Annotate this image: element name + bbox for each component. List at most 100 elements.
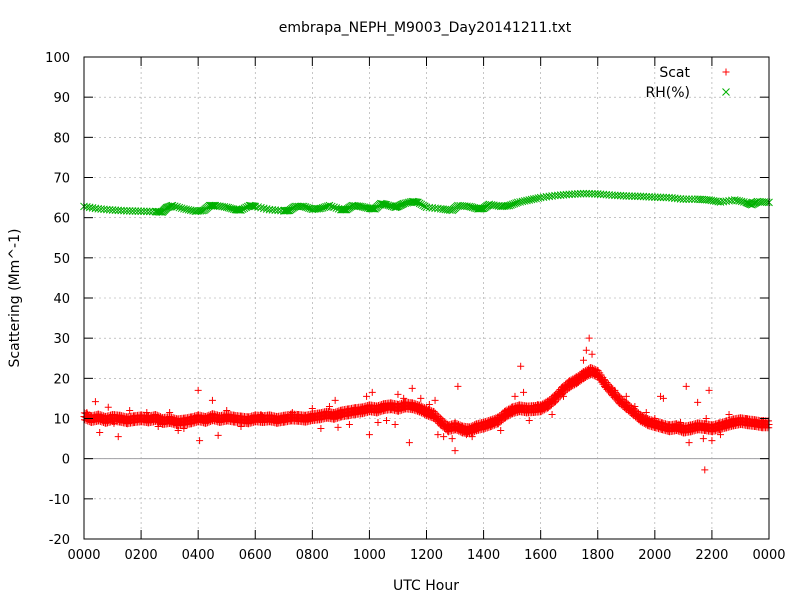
rh-point (330, 203, 338, 212)
x-tick-labels: 0000 0200 0400 0600 0800 1000 1200 1400 1600 1800… (67, 548, 785, 563)
scat-point (702, 415, 710, 422)
rh-point (650, 193, 659, 202)
rh-point (282, 206, 290, 215)
scat-point (631, 402, 639, 410)
rh-point (659, 193, 668, 202)
rh-point (114, 206, 123, 215)
rh-point (134, 207, 143, 216)
x-tick-label: 1200 (410, 548, 443, 563)
rh-point (175, 203, 184, 212)
rh-point (128, 207, 137, 215)
scat-point (368, 388, 376, 396)
rh-point (325, 201, 334, 210)
rh-point (588, 189, 596, 198)
rh-point (532, 194, 540, 203)
scat-point (91, 398, 99, 406)
scat-point (196, 437, 204, 445)
rh-point (235, 206, 244, 214)
scat-point (699, 435, 707, 443)
rh-point (516, 198, 524, 206)
scat-point (440, 433, 448, 441)
y-axis-label: Scattering (Mm^-1) (7, 229, 23, 368)
rh-point (616, 191, 625, 200)
scat-point (694, 398, 702, 406)
rh-point (571, 190, 579, 198)
rh-point (585, 189, 594, 198)
y-tick-label: 100 (45, 51, 70, 66)
scat-point (257, 410, 265, 418)
y-tick-labels: -20 -10 0 10 20 30 40 50 60 70 80 90 100 (45, 51, 70, 548)
legend-label-rh: RH(%) (646, 85, 690, 101)
scat-point (705, 386, 713, 394)
scat-point (525, 417, 533, 425)
scat-point (391, 421, 399, 429)
y-tick-label: 90 (53, 91, 70, 106)
x-axis-label: UTC Hour (393, 578, 459, 594)
rh-point (111, 206, 120, 215)
x-tick-label: 1800 (581, 548, 614, 563)
scat-point (383, 417, 391, 425)
scat-point (110, 419, 118, 427)
x-tick-label: 0200 (125, 548, 158, 563)
scat-point (582, 346, 590, 354)
scat-point (708, 437, 716, 445)
rh-point (576, 189, 585, 198)
scat-point (174, 427, 182, 435)
scat-point (194, 386, 202, 394)
rh-point (676, 195, 685, 203)
scat-point (274, 417, 282, 425)
scat-point (334, 423, 342, 431)
rh-point (173, 203, 181, 211)
x-tick-label: 2200 (695, 548, 728, 563)
scat-point (579, 356, 587, 364)
rh-point (648, 193, 656, 201)
rh-point (636, 192, 645, 201)
x-tick-label: 1600 (524, 548, 557, 563)
rh-point (679, 195, 688, 204)
y-tick-label: 60 (53, 212, 70, 227)
x-tick-label: 2000 (638, 548, 671, 563)
y-tick-label: -20 (49, 533, 70, 548)
scat-point (154, 423, 162, 431)
legend-marker-scat-glyph (722, 68, 730, 76)
axis-ticks (83, 56, 770, 540)
rh-point (527, 195, 536, 204)
scat-point (448, 435, 456, 443)
x-tick-label: 0600 (239, 548, 272, 563)
scat-point (451, 447, 459, 455)
scat-point (374, 419, 382, 427)
scat-point (331, 396, 339, 404)
rh-point (619, 191, 628, 200)
rh-point (177, 204, 186, 213)
rh-point (653, 193, 662, 202)
legend-label-scat: Scat (659, 65, 690, 81)
scat-point (408, 384, 416, 392)
x-tick-label: 0800 (296, 548, 329, 563)
rh-point (639, 192, 648, 201)
scat-point (517, 362, 525, 370)
rh-point (625, 192, 633, 200)
rh-point (142, 207, 151, 216)
rh-point (410, 198, 419, 206)
rh-point (122, 206, 131, 215)
rh-point (529, 195, 538, 203)
scat-point (288, 408, 296, 416)
rh-point (381, 200, 390, 209)
scat-point (237, 423, 245, 431)
rh-point (573, 190, 582, 198)
scat-point (365, 431, 373, 439)
x-tick-label: 0400 (182, 548, 215, 563)
scat-point (394, 390, 402, 398)
scat-point (574, 378, 582, 386)
rh-point (523, 196, 531, 205)
scat-point (742, 415, 750, 422)
rh-point (370, 204, 378, 213)
scat-point (642, 408, 650, 416)
scat-point (400, 394, 408, 402)
scat-point (685, 439, 693, 447)
scat-point (485, 419, 493, 427)
scat-point (83, 408, 91, 416)
scat-point (434, 431, 442, 439)
rh-point (645, 193, 653, 201)
